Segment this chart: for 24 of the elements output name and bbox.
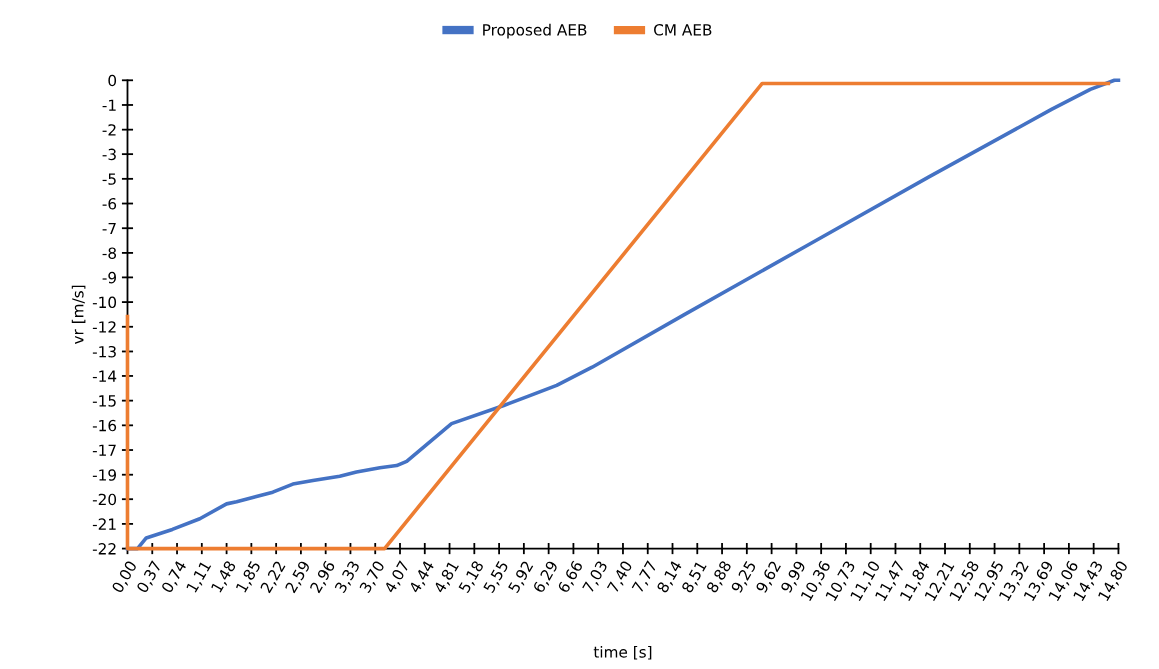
y-tick-label: -3 — [102, 148, 116, 161]
legend-label: Proposed AEB — [483, 23, 587, 39]
y-tick-label: -20 — [92, 493, 117, 506]
y-tick-label: -12 — [92, 321, 116, 333]
y-tick-label: -15 — [92, 395, 116, 407]
y-tick-label: -8 — [102, 247, 117, 259]
y-tick-label: -22 — [92, 543, 116, 555]
y-tick-label: -16 — [92, 419, 117, 432]
y-tick-label: -5 — [102, 173, 116, 185]
y-tick-label: -10 — [92, 296, 117, 309]
y-tick-label: -17 — [92, 444, 116, 456]
y-tick-label: -1 — [102, 99, 116, 111]
y-tick-label: -7 — [102, 222, 116, 235]
y-tick-label: 0 — [108, 74, 117, 87]
legend-label: CM AEB — [654, 24, 712, 36]
y-tick-label: -13 — [92, 345, 116, 358]
x-axis-title: time [s] — [593, 645, 652, 660]
y-axis-title: vr [m/s] — [71, 285, 86, 345]
y-tick-label: -14 — [92, 370, 117, 382]
y-tick-label: -2 — [102, 124, 116, 136]
y-tick-label: -21 — [92, 518, 116, 530]
y-tick-label: -9 — [102, 271, 116, 284]
y-tick-label: -6 — [102, 197, 117, 210]
y-tick-label: -19 — [92, 469, 116, 481]
